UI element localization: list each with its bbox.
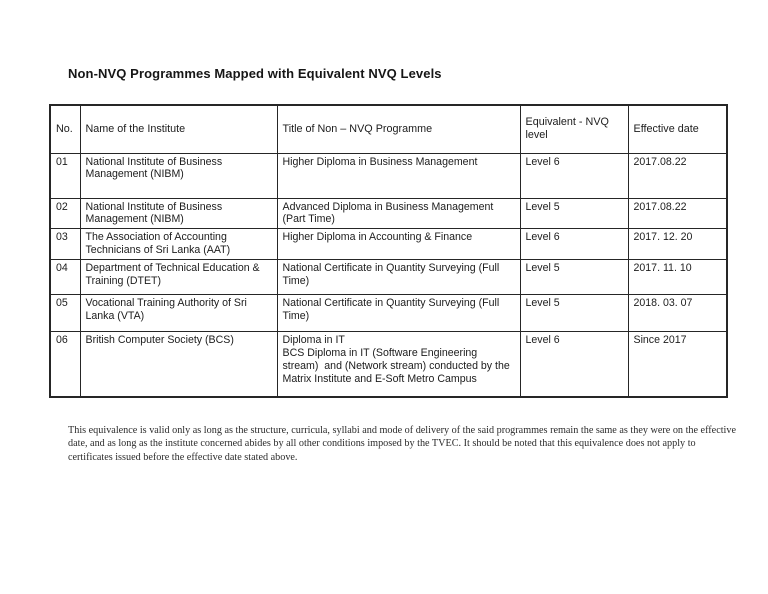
cell-date: Since 2017 bbox=[627, 331, 728, 398]
table-row: 06 British Computer Society (BCS) Diplom… bbox=[49, 331, 728, 398]
cell-institute: National Institute of Business Managemen… bbox=[79, 197, 278, 230]
cell-no: 06 bbox=[49, 331, 81, 398]
header-date: Effective date bbox=[627, 104, 728, 154]
table-row: 04 Department of Technical Education & T… bbox=[49, 259, 728, 296]
header-no: No. bbox=[49, 104, 81, 154]
cell-level: Level 6 bbox=[519, 331, 629, 398]
cell-date: 2017. 12. 20 bbox=[627, 228, 728, 261]
cell-level: Level 5 bbox=[519, 197, 629, 230]
cell-programme: National Certificate in Quantity Surveyi… bbox=[276, 259, 521, 296]
cell-programme: National Certificate in Quantity Surveyi… bbox=[276, 294, 521, 333]
table-row: 03 The Association of Accounting Technic… bbox=[49, 228, 728, 261]
cell-level: Level 6 bbox=[519, 152, 629, 199]
table-row: 02 National Institute of Business Manage… bbox=[49, 197, 728, 230]
cell-institute: Department of Technical Education & Trai… bbox=[79, 259, 278, 296]
header-level: Equivalent - NVQ level bbox=[519, 104, 629, 154]
table-header-row: No. Name of the Institute Title of Non –… bbox=[49, 104, 728, 154]
cell-institute: Vocational Training Authority of Sri Lan… bbox=[79, 294, 278, 333]
cell-programme: Higher Diploma in Business Management bbox=[276, 152, 521, 199]
header-programme: Title of Non – NVQ Programme bbox=[276, 104, 521, 154]
cell-no: 02 bbox=[49, 197, 81, 230]
cell-no: 01 bbox=[49, 152, 81, 199]
cell-date: 2017.08.22 bbox=[627, 152, 728, 199]
cell-programme: Diploma in IT BCS Diploma in IT (Softwar… bbox=[276, 331, 521, 398]
cell-no: 03 bbox=[49, 228, 81, 261]
nvq-mapping-table: No. Name of the Institute Title of Non –… bbox=[49, 104, 728, 398]
cell-no: 05 bbox=[49, 294, 81, 333]
table-row: 05 Vocational Training Authority of Sri … bbox=[49, 294, 728, 333]
cell-date: 2017.08.22 bbox=[627, 197, 728, 230]
cell-level: Level 5 bbox=[519, 259, 629, 296]
cell-institute: National Institute of Business Managemen… bbox=[79, 152, 278, 199]
table-row: 01 National Institute of Business Manage… bbox=[49, 152, 728, 199]
cell-date: 2017. 11. 10 bbox=[627, 259, 728, 296]
header-institute: Name of the Institute bbox=[79, 104, 278, 154]
cell-level: Level 5 bbox=[519, 294, 629, 333]
page-title: Non-NVQ Programmes Mapped with Equivalen… bbox=[68, 66, 442, 81]
cell-date: 2018. 03. 07 bbox=[627, 294, 728, 333]
cell-level: Level 6 bbox=[519, 228, 629, 261]
cell-programme: Higher Diploma in Accounting & Finance bbox=[276, 228, 521, 261]
cell-no: 04 bbox=[49, 259, 81, 296]
cell-institute: The Association of Accounting Technician… bbox=[79, 228, 278, 261]
cell-institute: British Computer Society (BCS) bbox=[79, 331, 278, 398]
footnote-text: This equivalence is valid only as long a… bbox=[68, 425, 737, 463]
cell-programme: Advanced Diploma in Business Management … bbox=[276, 197, 521, 230]
